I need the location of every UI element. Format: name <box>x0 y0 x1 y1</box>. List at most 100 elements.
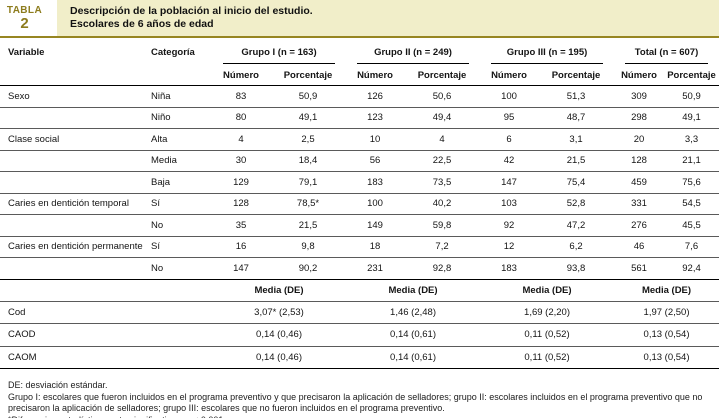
cell-value: 0,14 (0,61) <box>346 323 481 346</box>
grupo3-label: Grupo III (n = 195) <box>491 47 604 64</box>
cell-value: 309 <box>614 85 665 107</box>
table-row: Clase social Alta 4 2,5 10 4 6 3,1 20 3,… <box>0 128 719 150</box>
cell-value: 35 <box>212 214 270 236</box>
subheader-porcentaje: Porcentaje <box>270 64 347 86</box>
table-label: TABLA 2 <box>0 0 49 36</box>
table-row: Caries en dentición permanente Sí 16 9,8… <box>0 235 719 258</box>
cell-variable: Caries en dentición temporal <box>0 192 148 215</box>
cell-variable <box>0 214 148 236</box>
cell-categoria: No <box>148 257 212 279</box>
cell-value: 54,5 <box>664 192 719 215</box>
cell-value: 22,5 <box>404 149 481 172</box>
table-header-band: TABLA 2 Descripción de la población al i… <box>0 0 719 38</box>
cell-value: 30 <box>212 149 270 172</box>
cell-value: 4 <box>404 128 481 150</box>
cell-value: 100 <box>480 85 539 107</box>
table-row: Caries en dentición temporal Sí 128 78,5… <box>0 192 719 215</box>
cell-value: 80 <box>212 106 270 129</box>
cell-value: 1,97 (2,50) <box>614 300 719 324</box>
subheader-porcentaje: Porcentaje <box>664 64 719 86</box>
cell-categoria: Sí <box>148 192 212 215</box>
table-title: Descripción de la población al inicio de… <box>57 0 719 36</box>
table-title-line1: Descripción de la población al inicio de… <box>70 5 313 17</box>
cell-value: 93,8 <box>538 257 615 279</box>
cell-value: 10 <box>346 128 405 150</box>
table-row: Media 30 18,4 56 22,5 42 21,5 128 21,1 <box>0 149 719 172</box>
cell-value: 0,13 (0,54) <box>614 345 719 369</box>
cell-value: 92,4 <box>664 257 719 279</box>
cell-categoria: Niña <box>148 85 212 107</box>
cell-value: 18,4 <box>270 149 347 172</box>
cell-value: 59,8 <box>404 214 481 236</box>
cell-value: 129 <box>212 171 270 193</box>
cell-value: 56 <box>346 149 405 172</box>
col-header-grupo2: Grupo II (n = 249) <box>346 44 480 64</box>
table-row: Baja 129 79,1 183 73,5 147 75,4 459 75,6 <box>0 171 719 193</box>
cell-value: 45,5 <box>664 214 719 236</box>
cell-value: 128 <box>614 149 665 172</box>
cell-value: 100 <box>346 192 405 215</box>
cell-value: 9,8 <box>270 235 347 258</box>
cell-value: 3,1 <box>538 128 615 150</box>
media-row: Cod 3,07* (2,53) 1,46 (2,48) 1,69 (2,20)… <box>0 300 719 324</box>
cell-value: 103 <box>480 192 539 215</box>
cell-value: 75,4 <box>538 171 615 193</box>
cell-value: 0,14 (0,46) <box>212 323 347 346</box>
group-header-row: Variable Categoría Grupo I (n = 163) Gru… <box>0 44 719 86</box>
cell-value: 128 <box>212 192 270 215</box>
cell-value: 40,2 <box>404 192 481 215</box>
cell-value: 12 <box>480 235 539 258</box>
cell-variable: Clase social <box>0 128 148 150</box>
cell-value: 4 <box>212 128 270 150</box>
cell-value: 7,6 <box>664 235 719 258</box>
data-table: Variable Categoría Grupo I (n = 163) Gru… <box>0 44 719 369</box>
cell-value: 1,46 (2,48) <box>346 300 481 324</box>
cell-value: 1,69 (2,20) <box>480 300 615 324</box>
cell-categoria: Media <box>148 149 212 172</box>
cell-value: 459 <box>614 171 665 193</box>
col-header-grupo1: Grupo I (n = 163) <box>212 44 346 64</box>
cell-value: 231 <box>346 257 405 279</box>
cell-value: 49,4 <box>404 106 481 129</box>
cell-value: 21,1 <box>664 149 719 172</box>
cell-value: 149 <box>346 214 405 236</box>
cell-value: 6,2 <box>538 235 615 258</box>
footnote-significance: *Diferencias estadísticamente significat… <box>8 415 713 418</box>
cell-value: 331 <box>614 192 665 215</box>
cell-value: 48,7 <box>538 106 615 129</box>
table-number: 2 <box>20 15 29 32</box>
subheader-row: Número Porcentaje Número Porcentaje Núme… <box>0 64 719 86</box>
table-label-word: TABLA <box>6 5 43 16</box>
col-header-total: Total (n = 607) <box>614 44 719 64</box>
header-gap <box>49 0 57 36</box>
cell-value: 3,07* (2,53) <box>212 300 347 324</box>
table-row: No 35 21,5 149 59,8 92 47,2 276 45,5 <box>0 214 719 236</box>
cell-value: 0,13 (0,54) <box>614 323 719 346</box>
media-header-row: Media (DE) Media (DE) Media (DE) Media (… <box>0 278 719 302</box>
cell-variable: Caries en dentición permanente <box>0 235 148 258</box>
subheader-numero: Número <box>480 64 539 86</box>
cell-value: 79,1 <box>270 171 347 193</box>
cell-value: 6 <box>480 128 539 150</box>
table-row: No 147 90,2 231 92,8 183 93,8 561 92,4 <box>0 257 719 279</box>
subheader-numero: Número <box>614 64 665 86</box>
cell-value: 147 <box>480 171 539 193</box>
cell-value: 276 <box>614 214 665 236</box>
footnote-de: DE: desviación estándar. <box>8 380 108 390</box>
footnote-groups: Grupo I: escolares que fueron incluidos … <box>8 391 703 414</box>
cell-value: 75,6 <box>664 171 719 193</box>
cell-value: 298 <box>614 106 665 129</box>
cell-value: 52,8 <box>538 192 615 215</box>
cell-value: 20 <box>614 128 665 150</box>
cell-value: 49,1 <box>270 106 347 129</box>
cell-value: 50,6 <box>404 85 481 107</box>
cell-value: 3,3 <box>664 128 719 150</box>
cell-value: 0,14 (0,61) <box>346 345 481 369</box>
table-title-line2: Escolares de 6 años de edad <box>70 18 214 30</box>
cell-value: 183 <box>346 171 405 193</box>
cell-variable <box>0 171 148 193</box>
cell-value: 0,11 (0,52) <box>480 345 615 369</box>
cell-value: 0,11 (0,52) <box>480 323 615 346</box>
table-row: Sexo Niña 83 50,9 126 50,6 100 51,3 309 … <box>0 85 719 107</box>
